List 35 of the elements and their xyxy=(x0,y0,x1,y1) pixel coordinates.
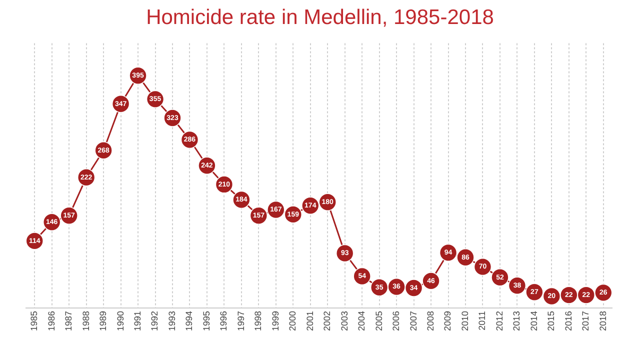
x-tick-label: 2000 xyxy=(288,310,298,332)
x-tick-label: 2013 xyxy=(512,310,522,332)
x-tick-label: 2010 xyxy=(460,310,470,332)
x-tick-label: 1994 xyxy=(184,310,194,332)
x-tick-label: 1993 xyxy=(166,310,177,332)
x-tick-label: 1988 xyxy=(80,310,91,332)
x-tick-label: 2004 xyxy=(356,310,367,332)
x-tick-label: 2012 xyxy=(494,310,504,332)
x-tick-label: 2005 xyxy=(374,310,384,332)
x-tick-label: 2017 xyxy=(580,310,591,332)
x-tick-label: 1987 xyxy=(64,310,74,332)
chart-title: Homicide rate in Medellin, 1985-2018 xyxy=(145,6,495,31)
x-tick-label: 1996 xyxy=(218,310,229,332)
x-tick-label: 1999 xyxy=(270,310,280,332)
x-tick-label: 1989 xyxy=(98,310,108,332)
x-tick-label: 1998 xyxy=(253,310,264,332)
x-tick-label: 2018 xyxy=(598,310,608,332)
x-tick-label: 1997 xyxy=(236,310,246,332)
x-tick-label: 2011 xyxy=(477,310,488,330)
x-tick-label: 1990 xyxy=(115,310,126,332)
x-tick-label: 1992 xyxy=(150,310,160,332)
x-tick-label: 2003 xyxy=(339,310,350,332)
x-tick-label: 2008 xyxy=(426,310,436,332)
x-tick-label: 2009 xyxy=(442,310,453,332)
x-tick-label: 2014 xyxy=(528,310,539,332)
x-tick-label: 1991 xyxy=(132,310,143,332)
x-tick-label: 2016 xyxy=(563,310,574,332)
x-tick-label: 2015 xyxy=(546,310,556,332)
x-tick-label: 2002 xyxy=(322,310,332,332)
x-tick-label: 2001 xyxy=(304,310,315,332)
x-tick-label: 1986 xyxy=(46,310,56,332)
x-tick-label: 1985 xyxy=(29,310,40,332)
x-tick-label: 2006 xyxy=(391,310,402,332)
x-tick-label: 1995 xyxy=(201,310,212,332)
x-tick-label: 2007 xyxy=(408,310,418,332)
